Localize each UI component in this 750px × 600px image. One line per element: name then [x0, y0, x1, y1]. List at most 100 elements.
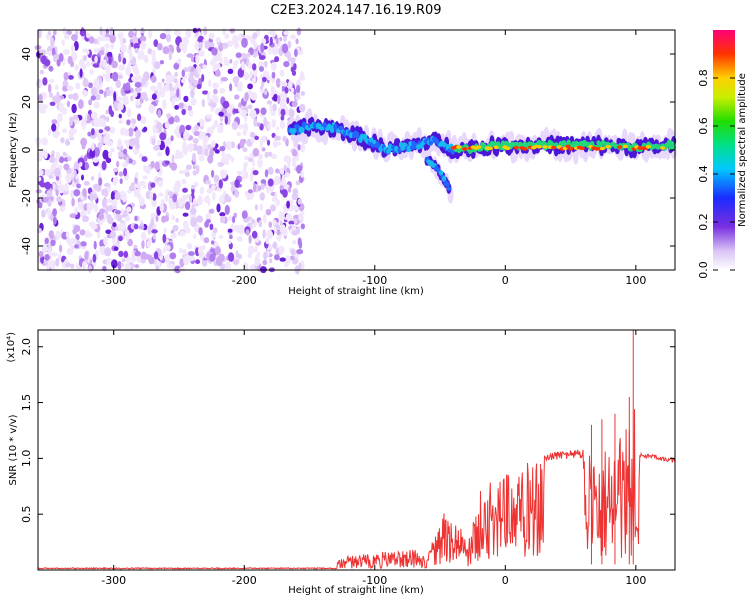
noise-speckle	[289, 255, 295, 261]
noise-speckle	[288, 220, 295, 225]
noise-speckle	[110, 110, 114, 118]
x-tick-label: 100	[625, 574, 646, 587]
noise-speckle	[105, 229, 112, 235]
spectrogram-y-ticks: -40 -20 0 20 40	[20, 47, 675, 255]
noise-speckle	[120, 52, 124, 59]
noise-speckle	[73, 224, 81, 233]
noise-speckle	[251, 230, 258, 239]
noise-speckle	[124, 229, 130, 236]
noise-speckle	[88, 265, 93, 273]
noise-speckle	[300, 71, 305, 79]
noise-speckle	[181, 108, 186, 116]
noise-speckle	[162, 46, 170, 55]
noise-speckle	[291, 205, 299, 212]
noise-speckle	[280, 115, 285, 121]
noise-speckle	[300, 170, 304, 178]
noise-speckle	[120, 44, 127, 53]
noise-speckle	[46, 190, 53, 198]
noise-speckle	[221, 42, 229, 49]
noise-speckle	[151, 93, 157, 100]
noise-speckle	[284, 172, 290, 178]
noise-speckle	[94, 55, 98, 63]
noise-speckle	[144, 97, 149, 102]
noise-speckle	[274, 254, 280, 261]
noise-speckle	[132, 36, 139, 44]
noise-speckle	[151, 229, 158, 234]
noise-speckle	[127, 127, 134, 137]
noise-speckle	[88, 221, 96, 227]
noise-speckle	[281, 211, 285, 221]
noise-speckle	[274, 56, 280, 63]
noise-speckle	[244, 190, 250, 197]
noise-speckle	[78, 99, 84, 110]
noise-speckle	[194, 124, 200, 131]
noise-speckle	[241, 37, 248, 48]
noise-speckle	[124, 262, 131, 273]
noise-speckle	[266, 76, 272, 81]
noise-speckle	[131, 251, 135, 262]
noise-speckle	[251, 77, 257, 84]
noise-speckle	[268, 221, 272, 228]
noise-speckle	[62, 151, 67, 157]
x-tick-label: -200	[232, 574, 257, 587]
noise-speckle	[47, 83, 52, 93]
noise-speckle	[251, 218, 256, 224]
noise-speckle	[260, 107, 267, 115]
noise-speckle	[65, 262, 71, 268]
noise-speckle	[204, 148, 209, 157]
ridge-core	[330, 128, 335, 134]
noise-speckle	[121, 258, 126, 263]
noise-speckle	[227, 106, 232, 113]
noise-speckle	[80, 137, 88, 147]
noise-speckle	[254, 245, 258, 253]
noise-speckle	[73, 40, 79, 51]
x-tick-label: -100	[362, 574, 387, 587]
ridge-core	[408, 141, 413, 147]
noise-speckle	[153, 61, 161, 70]
noise-speckle	[118, 113, 123, 119]
noise-speckle	[69, 213, 76, 219]
y-tick-label: 40	[20, 47, 33, 61]
noise-speckle	[279, 257, 286, 262]
noise-speckle	[89, 69, 95, 75]
noise-speckle	[292, 239, 297, 245]
noise-speckle	[222, 100, 230, 109]
y-tick-label: 1.0	[20, 450, 33, 468]
noise-speckle	[75, 82, 81, 90]
noise-speckle	[207, 197, 211, 206]
noise-speckle	[170, 232, 177, 239]
noise-speckle	[50, 239, 56, 247]
noise-speckle	[127, 61, 132, 68]
noise-speckle	[141, 54, 149, 61]
noise-speckle	[138, 225, 145, 230]
noise-speckle	[48, 156, 56, 163]
noise-speckle	[103, 182, 111, 188]
noise-speckle	[174, 115, 180, 123]
noise-speckle	[151, 49, 156, 60]
noise-speckle	[135, 143, 140, 150]
noise-speckle	[57, 184, 65, 194]
noise-speckle	[239, 138, 245, 149]
noise-speckle	[166, 263, 174, 269]
noise-speckle	[119, 222, 126, 232]
noise-speckle	[227, 68, 234, 75]
noise-speckle	[192, 152, 196, 162]
noise-speckle	[48, 169, 52, 175]
noise-speckle	[43, 150, 48, 159]
noise-speckle	[290, 87, 295, 93]
noise-speckle	[46, 51, 53, 56]
noise-speckle	[83, 180, 90, 186]
noise-speckle	[125, 233, 129, 243]
noise-speckle	[93, 240, 97, 250]
noise-speckle	[170, 135, 174, 142]
noise-speckle	[88, 36, 95, 44]
noise-speckle	[190, 97, 197, 106]
noise-speckle	[285, 213, 292, 222]
noise-speckle	[171, 97, 175, 108]
noise-speckle	[92, 157, 99, 163]
noise-speckle	[259, 192, 265, 201]
noise-speckle	[103, 135, 110, 145]
noise-speckle	[124, 129, 130, 137]
noise-speckle	[246, 34, 251, 41]
spectrogram-ridge	[286, 107, 677, 204]
